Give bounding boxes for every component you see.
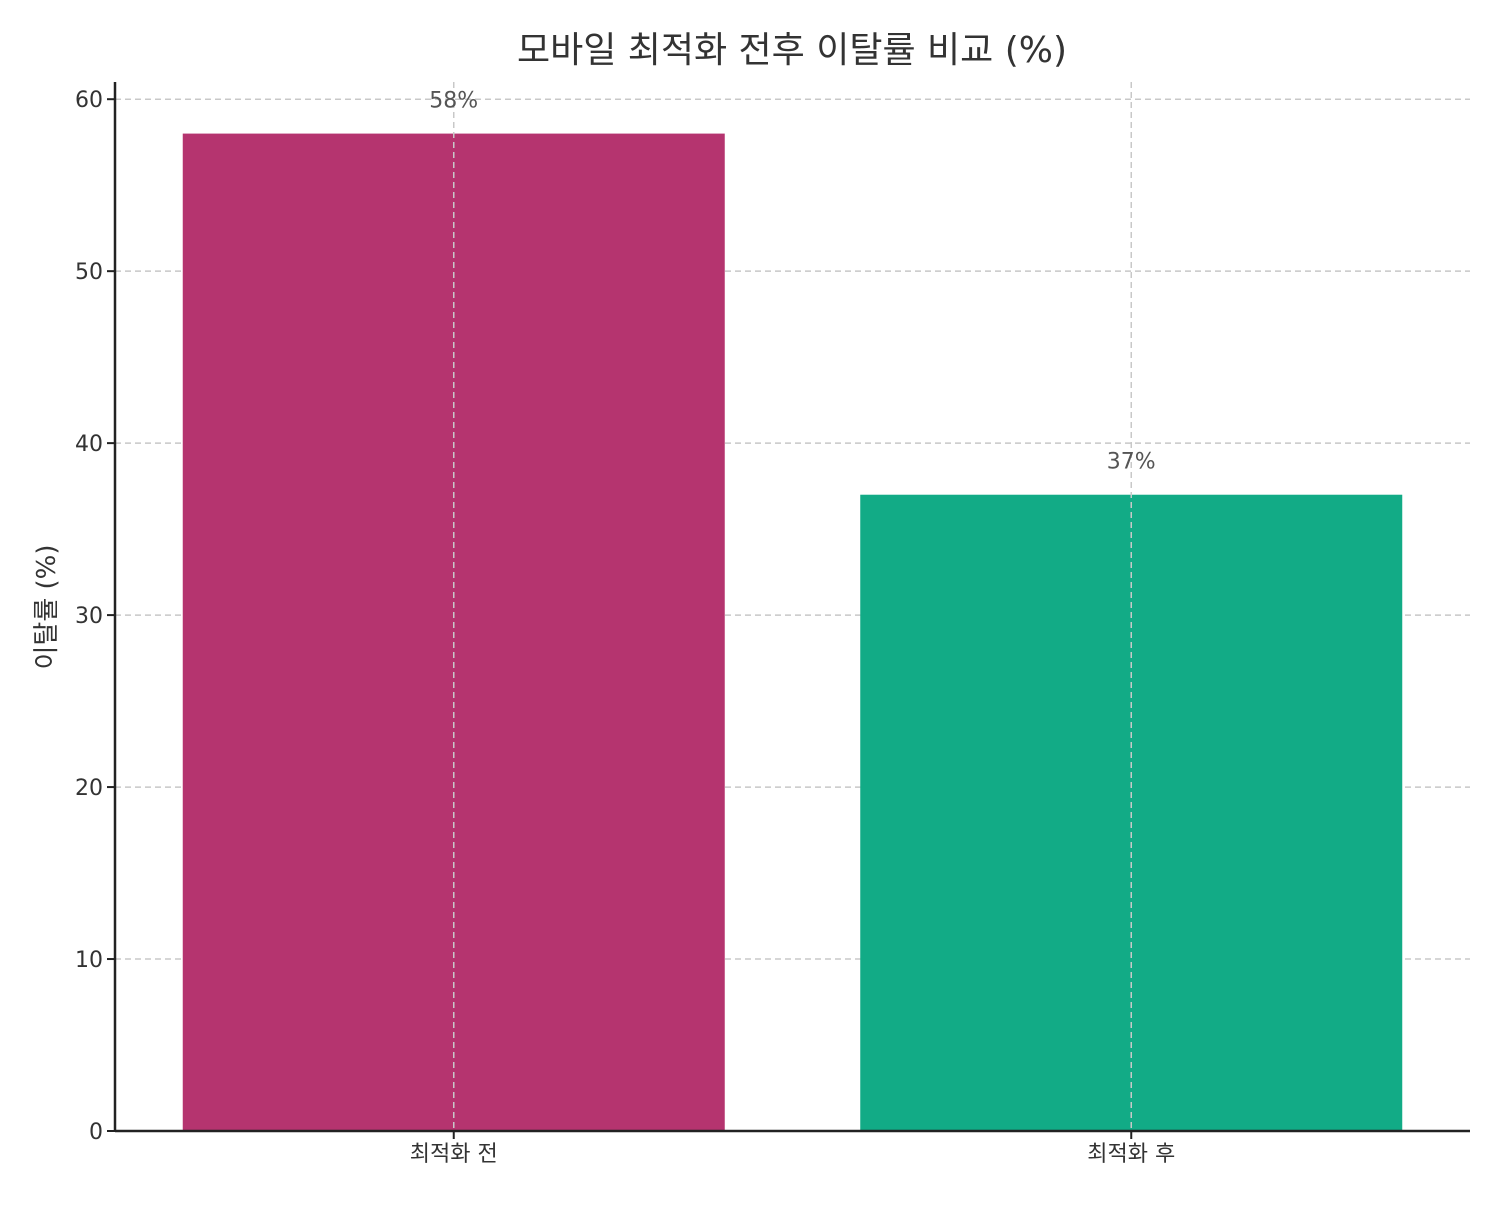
x-tick-label: 최적화 후 xyxy=(1087,1142,1175,1167)
y-tick-label: 0 xyxy=(89,1120,103,1145)
chart-title: 모바일 최적화 전후 이탈률 비교 (%) xyxy=(517,30,1067,71)
y-tick-label: 20 xyxy=(75,776,103,801)
y-axis-label: 이탈률 (%) xyxy=(32,544,62,669)
x-tick-label: 최적화 전 xyxy=(410,1142,498,1167)
data-label: 37% xyxy=(1107,450,1156,475)
y-tick-label: 10 xyxy=(75,948,103,973)
data-labels: 58% 37% xyxy=(429,89,1155,475)
bars xyxy=(182,133,1403,1132)
y-tick-label: 50 xyxy=(75,260,103,285)
ticks: 0 10 20 30 40 50 60 최적화 전 최적화 후 xyxy=(75,88,1175,1167)
y-tick-label: 30 xyxy=(75,604,103,629)
axes xyxy=(113,82,1470,1133)
data-label: 58% xyxy=(429,89,478,114)
y-tick-label: 40 xyxy=(75,432,103,457)
vertical-grid-lines xyxy=(453,82,1132,1131)
y-tick-label: 60 xyxy=(75,88,103,113)
